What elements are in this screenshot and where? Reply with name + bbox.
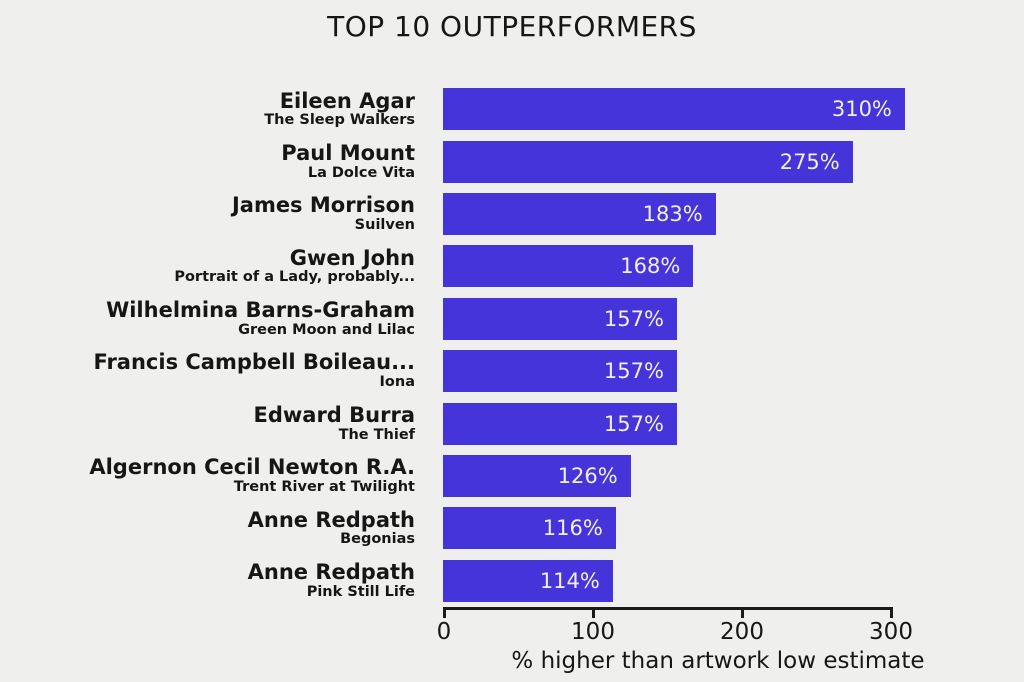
row-label-block: Paul Mount La Dolce Vita <box>0 142 443 181</box>
artist-name: Anne Redpath <box>247 560 415 585</box>
artist-name: Eileen Agar <box>279 88 415 113</box>
bar-value-label: 310% <box>831 97 892 122</box>
bar: 168% <box>443 245 694 288</box>
row-label-block: Anne Redpath Begonias <box>0 507 443 548</box>
x-axis-label: % higher than artwork low estimate <box>511 648 925 674</box>
bar: 157% <box>443 402 677 445</box>
row-label-block: Eileen Agar The Sleep Walkers <box>0 88 443 129</box>
bar: 310% <box>443 88 905 131</box>
artist-name: Paul Mount <box>281 140 415 165</box>
artwork-title: Iona <box>379 374 415 391</box>
bar: 157% <box>443 297 677 340</box>
artwork-title: Begonias <box>340 531 415 548</box>
bar: 126% <box>443 454 631 497</box>
x-axis-tick <box>890 607 893 618</box>
artist-name: Wilhelmina Barns-Graham <box>106 298 415 323</box>
x-axis-tick-label: 0 <box>436 619 452 645</box>
chart-row: James Morrison Suilven 183% <box>0 188 1024 240</box>
bar-value-label: 168% <box>620 254 681 279</box>
row-label-block: Francis Campbell Boileau... Iona <box>0 351 443 390</box>
row-label-block: Gwen John Portrait of a Lady, probably..… <box>0 247 443 286</box>
artwork-title: The Thief <box>338 426 415 443</box>
artwork-title: The Sleep Walkers <box>264 112 415 129</box>
chart-row: Anne Redpath Begonias 116% <box>0 502 1024 554</box>
row-label-block: Anne Redpath Pink Still Life <box>0 561 443 600</box>
x-axis-tick <box>592 607 595 618</box>
bars-area: Eileen Agar The Sleep Walkers 310% Paul … <box>0 83 1024 607</box>
bar-value-label: 116% <box>542 516 603 541</box>
bar: 157% <box>443 350 677 393</box>
chart-row: Francis Campbell Boileau... Iona 157% <box>0 345 1024 397</box>
bar: 183% <box>443 192 716 235</box>
chart-row: Eileen Agar The Sleep Walkers 310% <box>0 83 1024 135</box>
x-axis-tick-label: 100 <box>571 619 615 645</box>
chart-row: Paul Mount La Dolce Vita 275% <box>0 135 1024 187</box>
x-axis-tick <box>741 607 744 618</box>
row-label-block: Algernon Cecil Newton R.A. Trent River a… <box>0 456 443 495</box>
x-axis-tick <box>443 607 446 618</box>
bar-value-label: 275% <box>779 149 840 174</box>
artist-name: Algernon Cecil Newton R.A. <box>89 455 415 480</box>
bar: 116% <box>443 507 616 550</box>
x-axis-tick-label: 200 <box>720 619 764 645</box>
bar: 114% <box>443 559 613 602</box>
bar: 275% <box>443 140 853 183</box>
artist-name: Edward Burra <box>253 402 416 427</box>
artwork-title: Green Moon and Lilac <box>238 321 415 338</box>
chart-row: Algernon Cecil Newton R.A. Trent River a… <box>0 450 1024 502</box>
artist-name: Gwen John <box>289 245 415 270</box>
artist-name: James Morrison <box>231 193 415 218</box>
x-axis-tick-label: 300 <box>869 619 913 645</box>
artist-name: Anne Redpath <box>247 507 415 532</box>
artwork-title: Trent River at Twilight <box>233 478 415 495</box>
bar-value-label: 157% <box>603 359 664 384</box>
chart-title: TOP 10 OUTPERFORMERS <box>327 10 697 43</box>
row-label-block: Edward Burra The Thief <box>0 404 443 443</box>
artwork-title: La Dolce Vita <box>307 164 415 181</box>
chart-row: Edward Burra The Thief 157% <box>0 397 1024 449</box>
chart-row: Anne Redpath Pink Still Life 114% <box>0 555 1024 607</box>
artist-name: Francis Campbell Boileau... <box>93 350 415 375</box>
bar-value-label: 126% <box>557 463 618 488</box>
bar-value-label: 157% <box>603 306 664 331</box>
chart-row: Gwen John Portrait of a Lady, probably..… <box>0 240 1024 292</box>
artwork-title: Suilven <box>354 216 415 233</box>
row-label-block: Wilhelmina Barns-Graham Green Moon and L… <box>0 299 443 338</box>
bar-value-label: 157% <box>603 411 664 436</box>
bar-value-label: 114% <box>539 568 600 593</box>
artwork-title: Portrait of a Lady, probably... <box>174 269 415 286</box>
chart-row: Wilhelmina Barns-Graham Green Moon and L… <box>0 293 1024 345</box>
x-axis-line <box>443 607 893 610</box>
artwork-title: Pink Still Life <box>306 583 415 600</box>
bar-value-label: 183% <box>642 201 703 226</box>
row-label-block: James Morrison Suilven <box>0 194 443 233</box>
